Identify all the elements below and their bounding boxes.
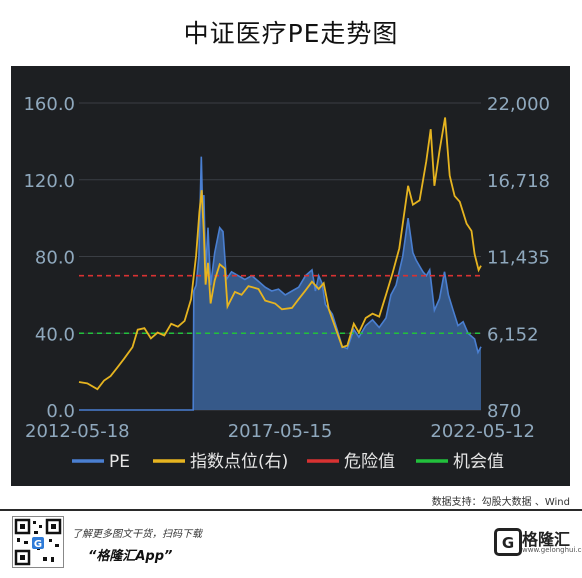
x-tick-label: 2022-05-12 — [430, 421, 535, 442]
y-right-tick-label: 16,718 — [487, 171, 550, 192]
y-right-tick-label: 22,000 — [487, 94, 550, 115]
chart-svg: 0.0 870 40.0 6,152 80.0 11,435 120.0 16,718 160.… — [23, 94, 550, 472]
legend-label: 机会值 — [453, 452, 504, 472]
promo-app-name: “格隆汇App” — [88, 549, 173, 564]
legend-label: 危险值 — [344, 452, 395, 472]
index-line — [78, 117, 482, 391]
y-right-tick-label: 11,435 — [487, 248, 550, 269]
y-left-tick-label: 40.0 — [35, 324, 75, 345]
footer-divider — [0, 509, 582, 511]
y-left-tick-label: 0.0 — [46, 401, 75, 422]
legend-label: 指数点位(右) — [190, 452, 288, 472]
y-left-tick-label: 80.0 — [35, 248, 75, 269]
data-source-note: 数据支持：勾股大数据 、Wind — [431, 497, 570, 508]
x-tick-label: 2012-05-18 — [25, 421, 130, 442]
chart-panel: 0.0 870 40.0 6,152 80.0 11,435 120.0 16,718 160.… — [11, 66, 570, 486]
qr-code-icon: G — [12, 516, 64, 568]
gelonghui-logo-icon: G — [494, 528, 522, 556]
logo-url: www.gelonghui.com — [522, 546, 582, 554]
pe-area — [79, 156, 481, 410]
legend-label: PE — [109, 452, 130, 472]
y-right-tick-label: 6,152 — [487, 324, 539, 345]
chart-title: 中证医疗PE走势图 — [183, 19, 399, 48]
svg-text:G: G — [502, 534, 514, 552]
y-right-tick-label: 870 — [487, 401, 521, 422]
logo-text: 格隆汇 — [522, 530, 571, 549]
y-left-tick-label: 120.0 — [23, 171, 75, 192]
y-left-tick-label: 160.0 — [23, 94, 75, 115]
x-tick-label: 2017-05-15 — [228, 421, 333, 442]
promo-text: 了解更多图文干货，扫码下载 — [72, 529, 202, 540]
svg-text:G: G — [34, 539, 42, 550]
